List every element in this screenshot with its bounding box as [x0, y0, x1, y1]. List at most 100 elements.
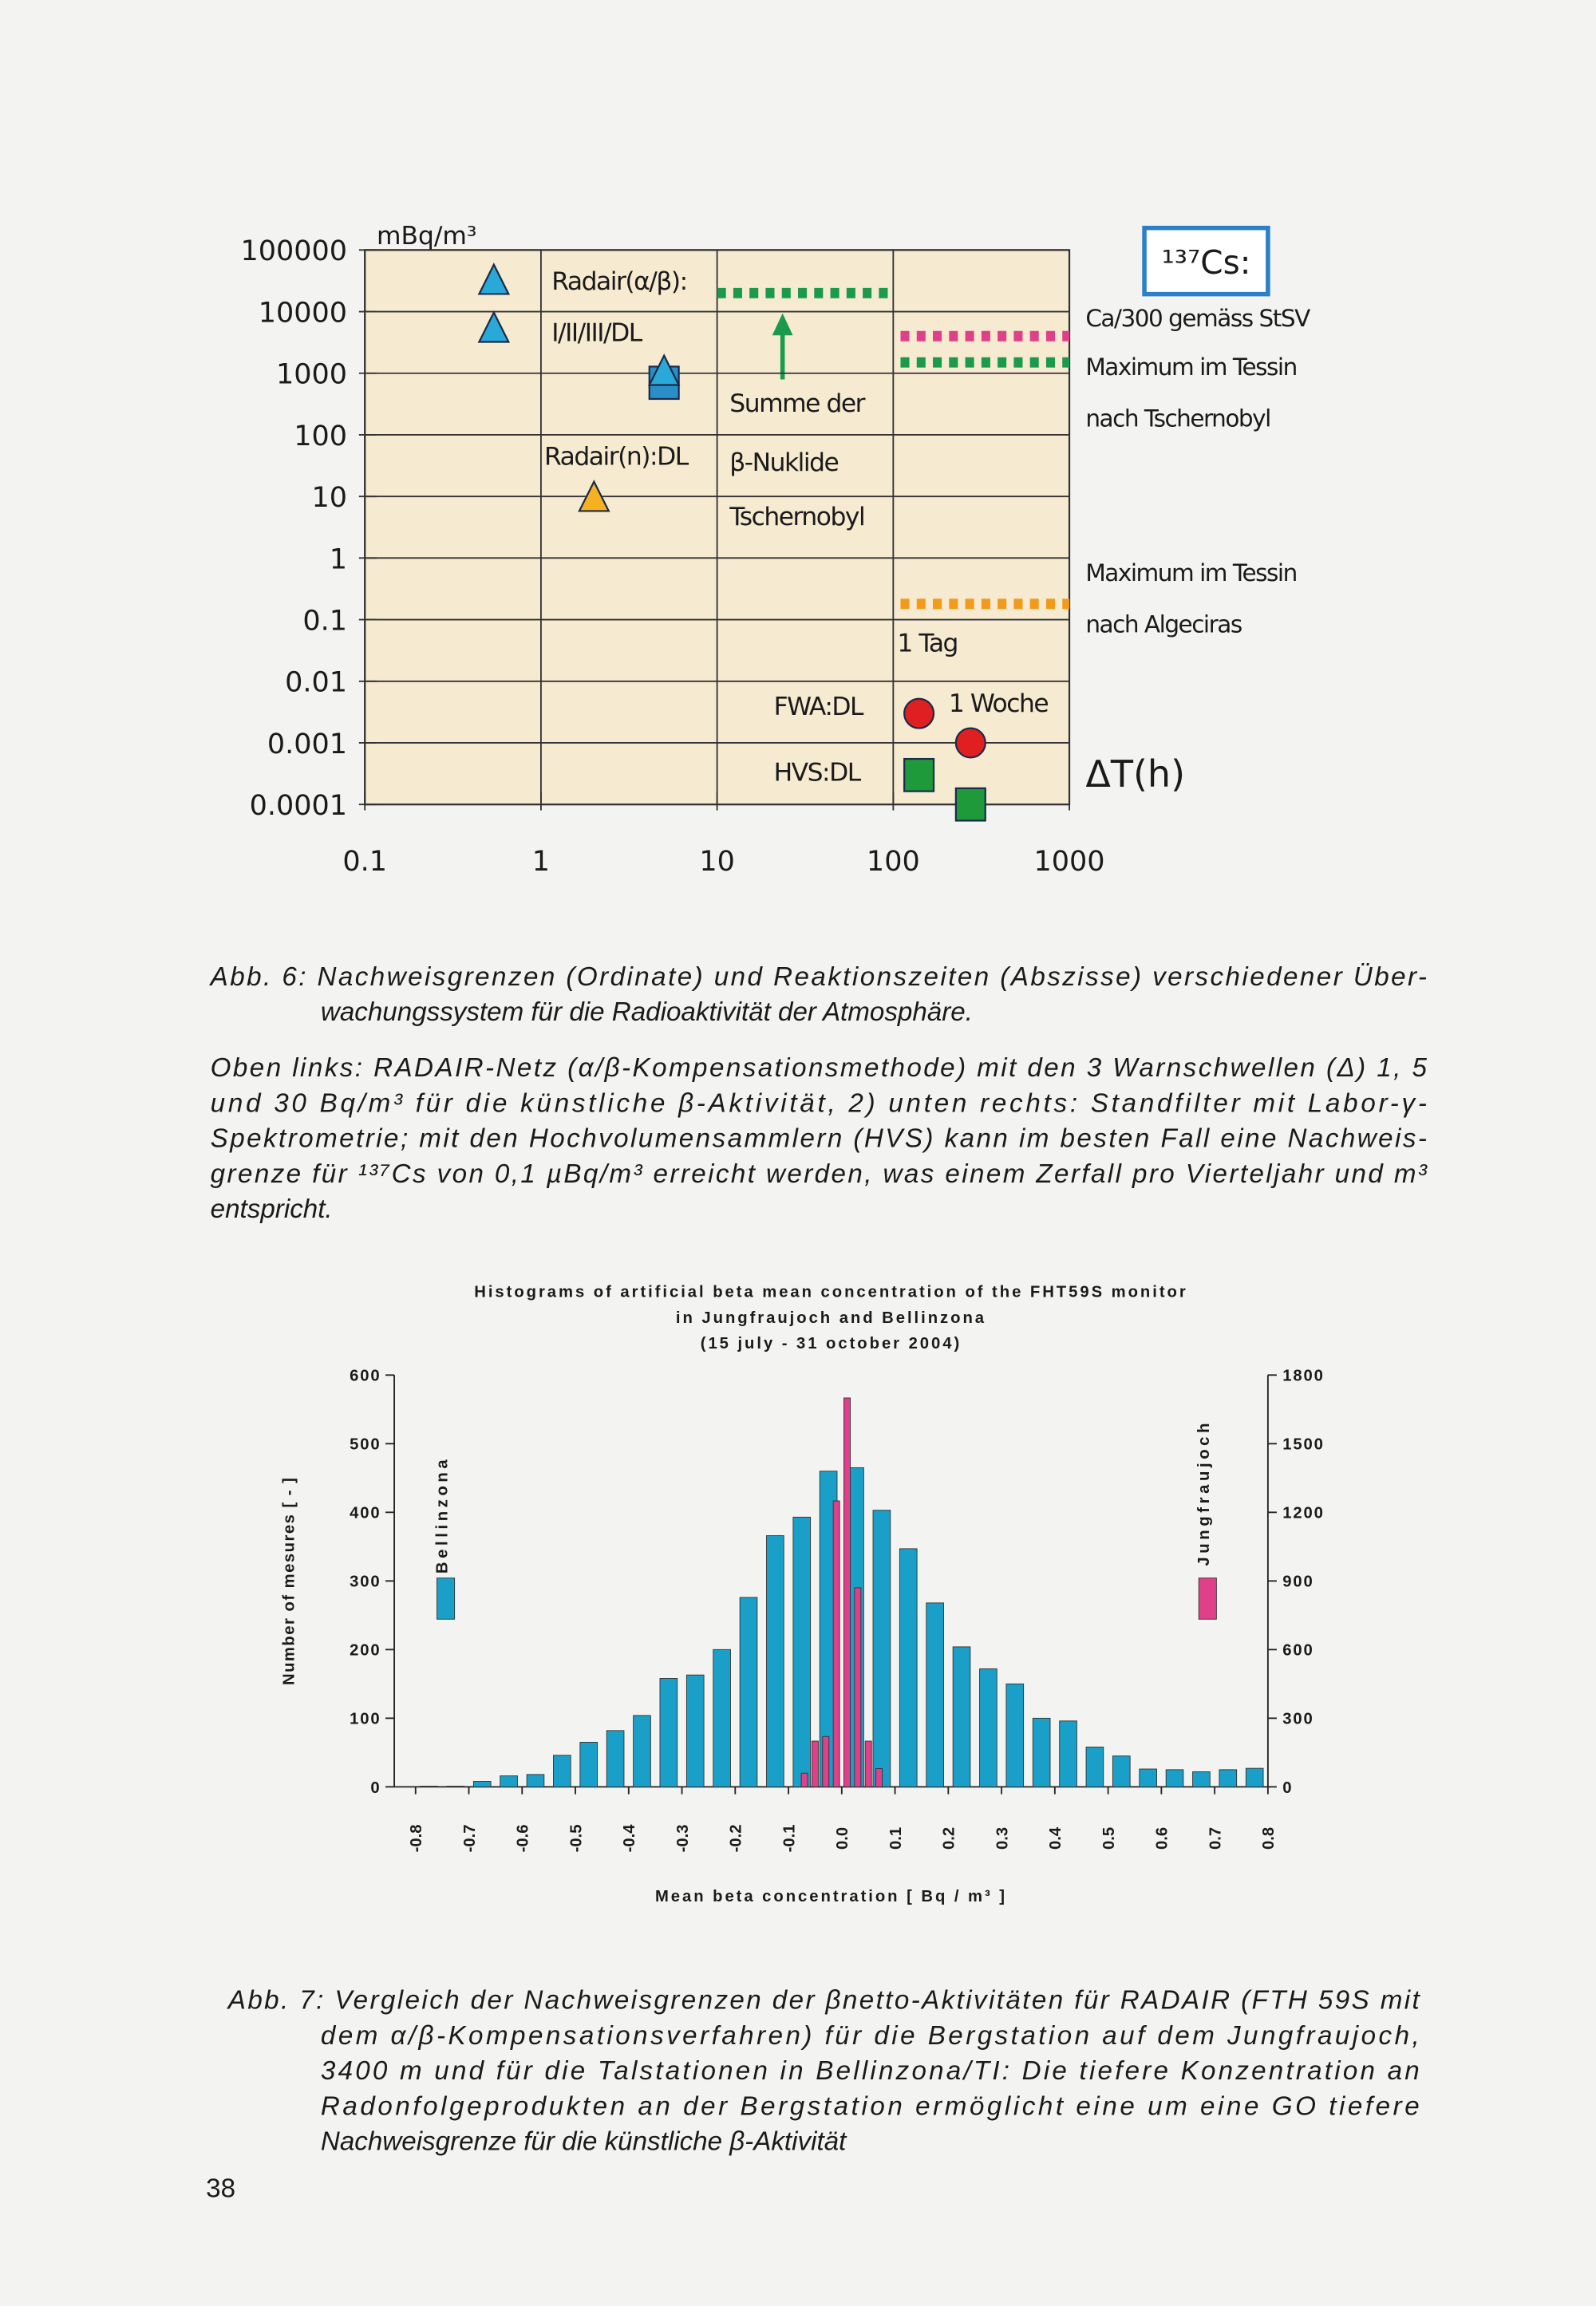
y2-tick-label: 300	[1282, 1711, 1314, 1728]
y-tick-label: 0	[370, 1779, 381, 1797]
triangle-marker	[578, 480, 610, 512]
nuclide-box	[1142, 225, 1270, 297]
caption-line: 3400 m und für die Talstationen in Belli…	[321, 2056, 1420, 2086]
histogram-bar	[832, 1500, 840, 1787]
histogram-bar	[500, 1775, 518, 1787]
caption-line: grenze für ¹³⁷Cs von 0,1 µBq/m³ erreicht…	[211, 1159, 1428, 1189]
caption-line: Spektrometrie; mit den Hochvolumensammle…	[211, 1124, 1427, 1154]
x-axis-label: ΔT(h)	[1085, 752, 1185, 796]
x-tick-label: -0.6	[515, 1824, 532, 1852]
histogram-bar	[1245, 1767, 1264, 1787]
caption-line: dem α/β-Kompensationsverfahren) für die …	[321, 2021, 1420, 2051]
y-tick-label: 0.001	[267, 729, 347, 760]
x-tick-label: -0.2	[728, 1824, 745, 1852]
x-tick-label: 0.6	[1154, 1827, 1171, 1850]
y-tick-label: 100	[294, 421, 347, 452]
x-tick-label: 0.0	[834, 1827, 851, 1850]
note: Maximum im Tessin	[1085, 559, 1296, 586]
chart-title: (15 july - 31 october 2004)	[701, 1335, 962, 1352]
annotation: Radair(α/β):	[551, 267, 686, 296]
triangle-marker	[477, 263, 511, 295]
x-tick-label: 0.1	[887, 1827, 905, 1850]
histogram-bar	[526, 1774, 545, 1787]
y2-tick-label: 1800	[1282, 1368, 1324, 1385]
legend-label: Bellinzona	[433, 1456, 451, 1574]
annotation: HVS:DL	[774, 759, 862, 788]
note: nach Algeciras	[1085, 611, 1242, 638]
annotation: Radair(n):DL	[544, 442, 689, 471]
histogram-bar	[633, 1715, 651, 1787]
note: nach Tschernobyl	[1085, 405, 1270, 432]
annotation: 1 Tag	[897, 629, 958, 657]
y-tick-label: 0.01	[285, 667, 347, 699]
triangle-marker	[477, 310, 511, 343]
caption-line: entspricht.	[211, 1194, 333, 1224]
histogram-bar	[872, 1510, 891, 1787]
y-tick-label: 1	[330, 543, 347, 575]
histogram-bar	[1139, 1768, 1157, 1787]
histogram-bar	[800, 1772, 808, 1787]
caption-line: und 30 Bq/m³ für die künstliche β-Aktivi…	[211, 1088, 1427, 1118]
histogram-bar	[472, 1781, 492, 1787]
y-tick-label: 0.1	[302, 605, 347, 637]
y-unit: mBq/m³	[377, 222, 477, 251]
chart-title: in Jungfraujoch and Bellinzona	[676, 1309, 986, 1327]
circle-marker	[954, 727, 986, 759]
annotation: I/II/III/DL	[551, 319, 642, 348]
nuclide-label: ¹³⁷Cs:	[1162, 243, 1251, 282]
annotation: β-Nuklide	[729, 448, 838, 477]
histogram-bar	[792, 1516, 812, 1787]
y-tick-label: 100000	[240, 235, 347, 267]
histogram-bar	[553, 1755, 571, 1787]
histogram-bar	[1032, 1717, 1051, 1787]
annotation: Tschernobyl	[729, 503, 864, 531]
y-tick-label: 500	[350, 1436, 381, 1454]
annotation: 1 Woche	[949, 689, 1048, 718]
histogram-bar	[606, 1730, 625, 1787]
x-tick-label: -0.3	[674, 1824, 692, 1852]
x-tick-label: 100	[867, 846, 920, 878]
y2-tick-label: 1500	[1282, 1436, 1324, 1454]
legend-label: Jungfraujoch	[1195, 1420, 1213, 1566]
square-marker	[954, 787, 986, 822]
histogram-bar	[1085, 1747, 1104, 1787]
histogram-bar	[811, 1740, 819, 1787]
caption-line: Abb. 6: Nachweisgrenzen (Ordinate) und R…	[209, 962, 1427, 992]
page-number: 38	[206, 2174, 235, 2204]
y-tick-label: 400	[350, 1505, 381, 1522]
histogram-bar	[843, 1397, 851, 1787]
x-tick-label: 0.3	[994, 1827, 1011, 1850]
histogram-bar	[952, 1646, 971, 1787]
histogram-bar	[579, 1742, 598, 1787]
caption-line: Nachweisgrenze für die künstliche β-Akti…	[321, 2127, 847, 2157]
histogram-bar	[864, 1740, 872, 1787]
note: Ca/300 gemäss StSV	[1085, 305, 1310, 332]
x-tick-label: 10	[699, 846, 735, 878]
y-tick-label: 1000	[276, 359, 347, 391]
y-axis-label: Number of mesures [ - ]	[281, 1477, 298, 1685]
histogram-bar	[1165, 1769, 1184, 1787]
histogram-bar	[659, 1678, 678, 1787]
x-tick-label: 0.1	[342, 846, 387, 878]
histogram-bar	[1005, 1683, 1025, 1787]
x-tick-label: 0.4	[1047, 1826, 1065, 1850]
x-tick-label: 0.2	[941, 1827, 958, 1850]
arrow-head	[772, 313, 793, 336]
y-tick-label: 300	[350, 1574, 381, 1591]
x-tick-label: -0.5	[567, 1824, 585, 1852]
square-marker	[903, 757, 935, 792]
caption-line: wachungssystem für die Radioaktivität de…	[321, 997, 973, 1027]
annotation: Summe der	[729, 389, 865, 418]
y-tick-label: 200	[350, 1642, 381, 1660]
x-tick-label: 0.5	[1100, 1827, 1118, 1850]
chart-title: Histograms of artificial beta mean conce…	[474, 1284, 1187, 1301]
y-tick-label: 600	[350, 1368, 381, 1385]
x-tick-label: 0.7	[1207, 1827, 1224, 1850]
histogram-bar	[1112, 1755, 1131, 1787]
y-tick-label: 10	[312, 482, 348, 514]
histogram-bar	[1219, 1769, 1238, 1787]
y2-tick-label: 1200	[1282, 1505, 1324, 1522]
annotation: FWA:DL	[774, 693, 864, 721]
note: Maximum im Tessin	[1085, 353, 1296, 381]
